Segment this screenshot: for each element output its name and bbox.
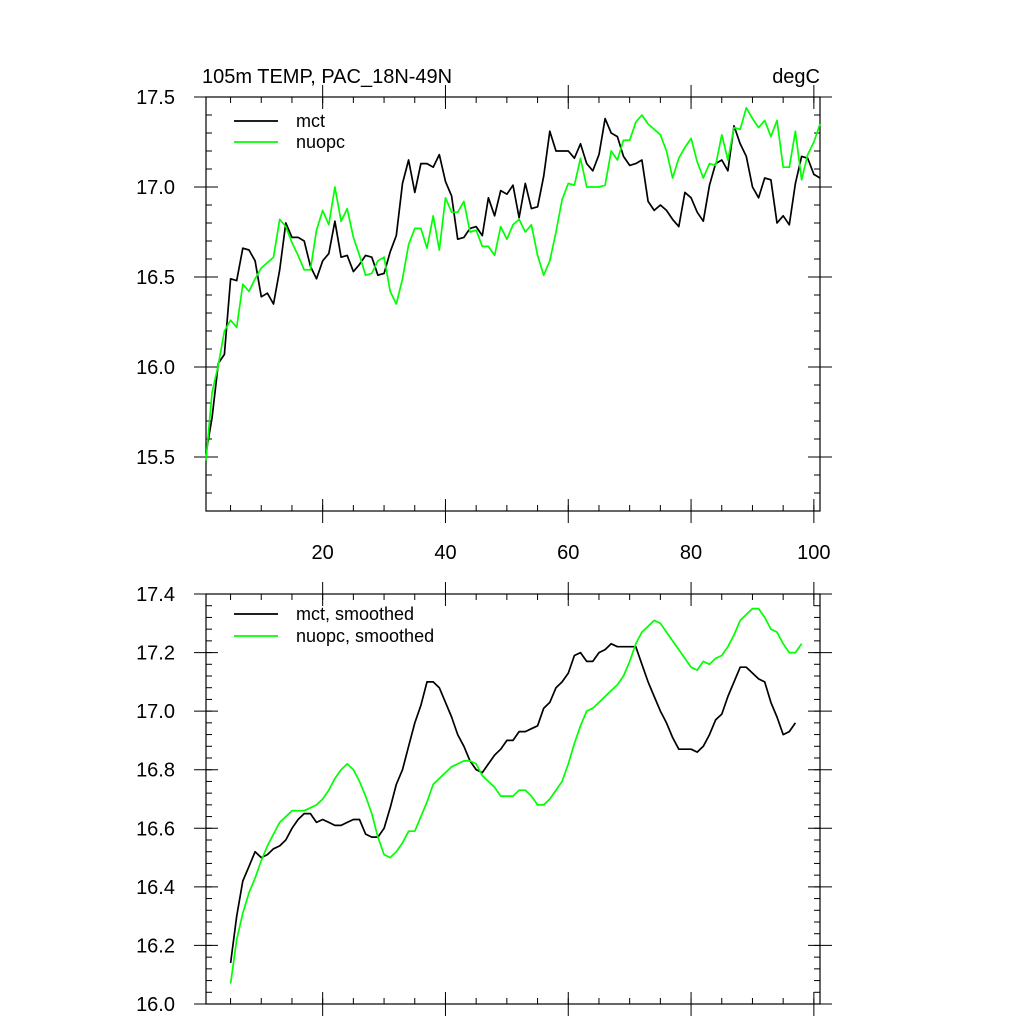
y-tick-label: 17.0 <box>136 177 175 199</box>
series-line-second <box>229 607 803 984</box>
x-tick-label: 40 <box>434 542 456 564</box>
series-line-first <box>205 117 821 454</box>
y-tick-label: 16.2 <box>136 935 175 957</box>
series-line-first <box>229 642 797 964</box>
legend-label: nuopc <box>296 132 345 152</box>
y-tick-label: 16.0 <box>136 357 175 379</box>
y-tick-label: 17.5 <box>136 87 175 109</box>
bottom-chart: 16.0 16.2 16.4 16.6 16.8 17.0 17.2 17.4 mct, smo… <box>136 582 832 1016</box>
plot-frame <box>205 593 821 1005</box>
y-tick-label: 15.5 <box>136 447 175 469</box>
y-tick-label: 16.8 <box>136 760 175 782</box>
series-line-second <box>205 106 821 461</box>
y-tick-label: 16.0 <box>136 994 175 1016</box>
chart-units-label: degC <box>772 66 820 88</box>
y-tick-label: 16.4 <box>136 877 175 899</box>
legend-label: mct, smoothed <box>296 604 414 624</box>
x-tick-label: 60 <box>557 542 579 564</box>
y-tick-label: 17.2 <box>136 643 175 665</box>
top-chart: 105m TEMP, PAC_18N-49N degC 15.5 16.0 16.5… <box>136 66 832 564</box>
y-tick-label: 16.5 <box>136 267 175 289</box>
x-tick-label: 80 <box>680 542 702 564</box>
y-tick-label: 17.4 <box>136 584 175 606</box>
plot-frame <box>205 96 821 512</box>
chart-title-left: 105m TEMP, PAC_18N-49N <box>202 66 452 88</box>
legend-label: mct <box>296 111 325 131</box>
legend-label: nuopc, smoothed <box>296 626 434 646</box>
x-tick-label: 100 <box>797 542 830 564</box>
y-tick-label: 17.0 <box>136 701 175 723</box>
y-tick-label: 16.6 <box>136 818 175 840</box>
x-tick-label: 20 <box>312 542 334 564</box>
